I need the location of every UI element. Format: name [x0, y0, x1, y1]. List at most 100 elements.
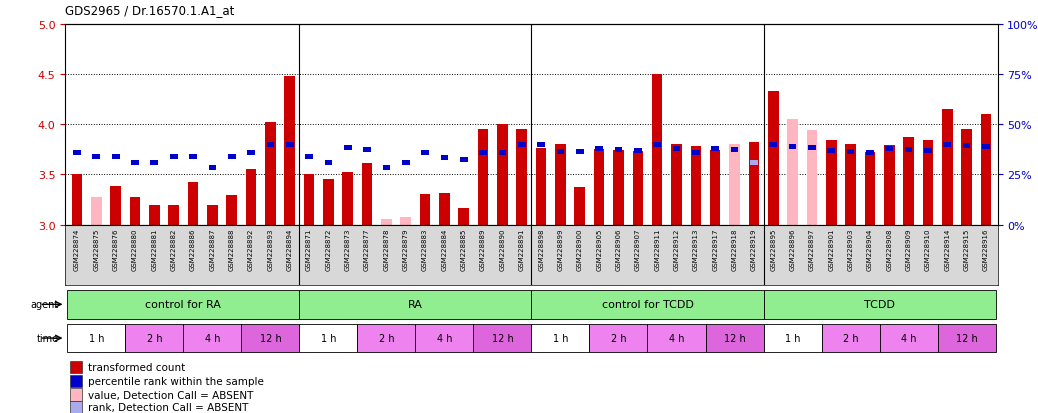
Text: GSM228885: GSM228885 [461, 228, 467, 271]
Bar [531, 325, 590, 352]
Bar [827, 148, 836, 154]
Text: GSM228886: GSM228886 [190, 228, 196, 271]
Bar [421, 150, 429, 156]
Bar [672, 145, 682, 225]
Bar [821, 325, 879, 352]
Text: GSM228892: GSM228892 [248, 228, 254, 271]
Bar [343, 173, 353, 225]
Bar [961, 130, 972, 225]
Bar [941, 110, 953, 225]
Bar [402, 160, 410, 166]
Bar [70, 401, 82, 413]
Bar [750, 160, 758, 166]
Text: GSM228883: GSM228883 [422, 228, 428, 271]
Bar [265, 123, 276, 225]
Text: GSM228905: GSM228905 [596, 228, 602, 271]
Bar [538, 142, 545, 148]
Text: rank, Detection Call = ABSENT: rank, Detection Call = ABSENT [88, 402, 248, 413]
Bar [92, 154, 101, 160]
Text: 4 h: 4 h [204, 333, 220, 343]
Text: GSM228894: GSM228894 [286, 228, 293, 271]
Bar [787, 120, 798, 225]
Bar [73, 150, 81, 156]
Bar [764, 325, 821, 352]
Text: 12 h: 12 h [956, 333, 978, 343]
Text: GSM228914: GSM228914 [945, 228, 950, 271]
Bar [614, 147, 623, 153]
Text: GSM228912: GSM228912 [674, 228, 680, 271]
Bar [498, 150, 507, 156]
Bar [653, 142, 661, 148]
Bar [706, 325, 764, 352]
Text: 4 h: 4 h [901, 333, 917, 343]
Bar [70, 361, 82, 373]
Text: GSM228909: GSM228909 [905, 228, 911, 271]
Bar [924, 148, 932, 154]
Text: control for TCDD: control for TCDD [602, 299, 693, 310]
Text: 1 h: 1 h [88, 333, 104, 343]
Text: 2 h: 2 h [610, 333, 626, 343]
Bar [692, 150, 700, 156]
Bar [70, 389, 82, 401]
Bar [673, 146, 680, 152]
Text: 1 h: 1 h [785, 333, 800, 343]
Bar [711, 146, 719, 152]
Bar [962, 143, 971, 149]
Text: 12 h: 12 h [260, 333, 281, 343]
Bar [576, 149, 583, 155]
Bar [473, 325, 531, 352]
Text: GSM228874: GSM228874 [74, 228, 80, 271]
Text: GSM228893: GSM228893 [268, 228, 273, 271]
Bar [325, 160, 332, 166]
Bar [126, 325, 184, 352]
Text: GSM228890: GSM228890 [499, 228, 506, 271]
Bar [151, 160, 158, 166]
Text: 2 h: 2 h [843, 333, 858, 343]
Bar [226, 195, 237, 225]
Text: value, Detection Call = ABSENT: value, Detection Call = ABSENT [88, 389, 253, 400]
Text: GSM228916: GSM228916 [983, 228, 989, 271]
Bar [383, 165, 390, 171]
Bar [808, 145, 816, 151]
Bar [518, 142, 525, 148]
Text: 12 h: 12 h [492, 333, 514, 343]
Text: TCDD: TCDD [864, 299, 895, 310]
Bar [885, 146, 893, 152]
Bar [632, 152, 644, 225]
Text: percentile rank within the sample: percentile rank within the sample [88, 376, 264, 386]
Text: time: time [36, 333, 59, 343]
Bar [285, 142, 294, 148]
Text: RA: RA [408, 299, 422, 310]
Bar [923, 141, 933, 225]
Bar [937, 325, 995, 352]
Text: control for RA: control for RA [145, 299, 221, 310]
Bar [299, 325, 357, 352]
Bar [613, 151, 624, 225]
Bar [845, 145, 856, 225]
Bar [246, 170, 256, 225]
Bar [130, 197, 140, 225]
Bar [731, 147, 738, 153]
Bar [209, 165, 216, 171]
Bar [460, 157, 468, 163]
Bar [401, 217, 411, 225]
Bar [357, 325, 415, 352]
Text: GSM228876: GSM228876 [113, 228, 118, 271]
Bar [879, 325, 937, 352]
Bar [480, 150, 487, 156]
Text: 2 h: 2 h [146, 333, 162, 343]
Bar [729, 145, 740, 225]
Text: GDS2965 / Dr.16570.1.A1_at: GDS2965 / Dr.16570.1.A1_at [65, 5, 235, 17]
Text: GSM228882: GSM228882 [170, 228, 176, 271]
Text: GSM228896: GSM228896 [790, 228, 795, 271]
Bar [170, 154, 177, 160]
Bar [556, 149, 565, 155]
Bar [299, 290, 531, 319]
Text: GSM228913: GSM228913 [692, 228, 699, 271]
Bar [227, 154, 236, 160]
Text: GSM228880: GSM228880 [132, 228, 138, 271]
Text: GSM228900: GSM228900 [577, 228, 582, 271]
Bar [866, 150, 874, 156]
Bar [594, 150, 604, 225]
Bar [419, 194, 431, 225]
